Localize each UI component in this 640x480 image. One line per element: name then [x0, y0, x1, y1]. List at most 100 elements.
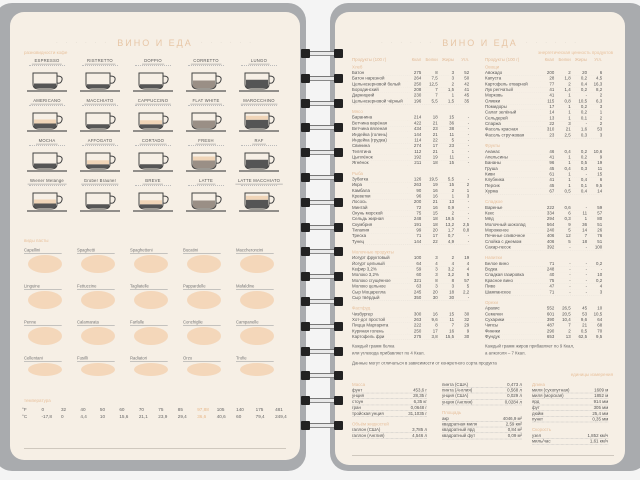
- table-row: Помидоры 17 1 0,2 3: [485, 104, 603, 110]
- nutrition-value: -: [454, 148, 470, 155]
- coffee-description: [82, 185, 118, 188]
- pasta-name: Linguine: [24, 284, 62, 290]
- unit-name: дюйм: [532, 411, 544, 416]
- nutrition-value: 487: [540, 322, 555, 329]
- nutrition-value: 2,5: [554, 132, 571, 139]
- pasta-illustration: [187, 327, 221, 345]
- nutrition-value: 3: [554, 121, 571, 127]
- column-header: Ккал: [407, 57, 422, 65]
- nutrition-value: 19: [587, 160, 603, 166]
- product-name: Тунец: [352, 239, 408, 245]
- table-row: Индейка (голень) 144 21 11-: [352, 131, 470, 138]
- table-row: Окунь морской 75 15 2-: [352, 210, 470, 217]
- ring-clip: [301, 222, 310, 232]
- column-header: Жиры: [437, 57, 455, 65]
- product-name: Картофель отварной: [485, 81, 541, 88]
- unit-name: миля (сухопутная): [532, 388, 570, 393]
- nutrition-value: 114: [407, 137, 422, 144]
- units-row: тройская унция 31,1035 г: [352, 411, 427, 417]
- product-name: Шампанское: [485, 289, 541, 296]
- nutrition-value: 13,2: [437, 222, 455, 228]
- pasta-item: Farfalle: [130, 320, 180, 350]
- nutrition-value: 248: [540, 266, 555, 273]
- unit-name: тройская унция: [352, 411, 384, 416]
- coffee-name: Wiener Melange: [27, 179, 67, 185]
- nutrition-value: 71: [540, 261, 555, 267]
- temperature-value: 481: [275, 407, 283, 413]
- ring-wire: [308, 100, 336, 106]
- table-row: Сухарики 390 10,4 9,6 64: [485, 317, 603, 323]
- pasta-name: Spaghettoni: [130, 248, 168, 254]
- note-data-variance: Данные могут отличаться в зависимости от…: [352, 361, 497, 366]
- nutrition-value: 564: [540, 222, 555, 228]
- ring-wire: [308, 150, 336, 156]
- nutrition-value: 222: [407, 322, 422, 329]
- nutrition-value: 2: [554, 328, 571, 335]
- nutrition-value: 75: [540, 278, 555, 284]
- nutrition-value: 250: [407, 328, 422, 335]
- nutrition-value: 2: [587, 121, 603, 127]
- coffee-cup-icon: [80, 112, 120, 132]
- nutrition-value: 42: [454, 81, 470, 88]
- column-header: Белки: [554, 57, 571, 65]
- nutrition-value: 2: [454, 182, 470, 189]
- table-row: Хот-дог простой 263 9,6 11 32: [352, 317, 470, 323]
- nutrition-value: 53: [587, 126, 603, 133]
- coffee-label: ESPRESSO: [21, 59, 73, 65]
- product-name: Сыр твёрдый: [352, 295, 408, 301]
- pasta-name: Radiatori: [130, 356, 168, 362]
- nutrition-value: 45: [540, 183, 555, 189]
- coffee-description: [135, 65, 171, 68]
- coffee-name: FRESH: [195, 139, 217, 145]
- table-row: Тунец 144 22 4,9-: [352, 239, 470, 245]
- nutrition-value: 2: [437, 188, 455, 194]
- product-name: Кефир 3,2%: [352, 266, 408, 273]
- nutrition-table-right: Продукты (100 г) Ккал Белки Жиры Угл. Овощи Ав…: [485, 57, 603, 340]
- coffee-description: [188, 185, 224, 188]
- category-label: Хлеб: [352, 65, 363, 70]
- nutrition-value: -: [454, 205, 470, 211]
- nutrition-value: 3,8: [421, 334, 438, 340]
- nutrition-value: 13: [554, 334, 571, 340]
- pasta-name: Orzo: [183, 356, 221, 362]
- pasta-item: Spaghettoni: [130, 248, 180, 278]
- coffee-name: MAROCCHINO: [240, 99, 278, 105]
- ring-clip: [334, 371, 343, 381]
- nutrition-value: 2: [437, 210, 455, 217]
- coffee-description: [135, 105, 171, 108]
- nutrition-value: 96: [407, 193, 422, 200]
- nutrition-value: 76: [587, 233, 603, 240]
- nutrition-value: 16: [437, 328, 455, 335]
- ring-clip: [334, 173, 343, 182]
- coffee-item: AFFOGATO: [74, 139, 126, 177]
- product-name: Молоко 3,2%: [352, 272, 408, 279]
- nutrition-value: 294: [540, 216, 555, 223]
- table-row: Сельдь жирная 248 18 19,5-: [352, 216, 470, 223]
- temperature-value: 23,9: [158, 414, 168, 420]
- product-name: Молочный шоколад: [485, 222, 541, 228]
- nutrition-value: 19: [421, 182, 438, 189]
- nutrition-value: 15: [437, 114, 455, 121]
- nutrition-value: 0,1: [570, 183, 588, 189]
- nutrition-value: 71: [407, 233, 422, 240]
- nutrition-value: 3: [421, 266, 438, 273]
- pasta-name: Fettuccine: [77, 284, 115, 290]
- spiral-ring: [301, 272, 343, 282]
- nutrition-value: 61: [540, 171, 555, 178]
- nutrition-value: 17: [421, 233, 438, 240]
- nutrition-value: 6: [554, 210, 571, 217]
- pasta-item: Capellini: [24, 248, 74, 278]
- pasta-item: Trofie: [236, 356, 286, 386]
- nutrition-value: 70: [587, 328, 603, 335]
- nutrition-value: 100: [407, 255, 422, 262]
- pasta-illustration: [187, 363, 221, 376]
- coffee-description: [241, 145, 277, 148]
- unit-value: 0,35 мм: [592, 417, 609, 422]
- product-name: Икра: [352, 182, 408, 189]
- coffee-cup-icon: [186, 72, 226, 92]
- ring-clip: [334, 321, 343, 331]
- pasta-name: Fusilli: [77, 356, 115, 362]
